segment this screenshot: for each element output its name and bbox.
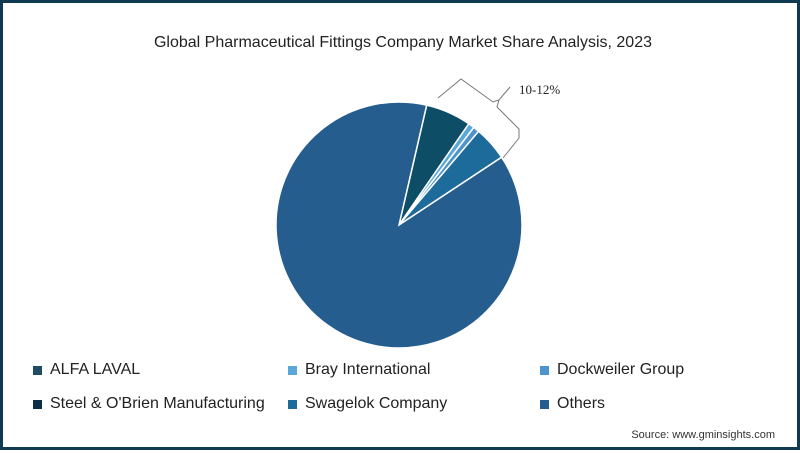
- legend-label: Dockweiler Group: [557, 361, 685, 378]
- legend-label: Steel & O'Brien Manufacturing: [50, 395, 265, 412]
- legend-swatch: [33, 399, 42, 409]
- legend-item-bray: Bray International: [288, 361, 430, 379]
- legend-item-alfa-laval: ALFA LAVAL: [33, 361, 140, 379]
- source-note: Source: www.gminsights.com: [631, 429, 775, 441]
- legend-item-others: Others: [540, 395, 605, 413]
- legend-swatch: [540, 365, 549, 375]
- pie-slices: [275, 101, 523, 349]
- legend-swatch: [33, 365, 42, 375]
- chart-title: Global Pharmaceutical Fittings Company M…: [153, 34, 652, 51]
- legend-swatch: [288, 365, 297, 375]
- pie-chart: [275, 78, 523, 349]
- legend-item-swagelok: Swagelok Company: [288, 395, 447, 413]
- legend-item-steel-obrien: Steel & O'Brien Manufacturing: [33, 395, 265, 413]
- legend-label: Bray International: [305, 361, 431, 378]
- callout-bracket: [437, 78, 520, 159]
- legend-item-dockweiler: Dockweiler Group: [540, 361, 684, 379]
- callout-label: 10-12%: [519, 82, 561, 97]
- legend-label: Swagelok Company: [305, 395, 448, 412]
- legend-label: Others: [557, 395, 606, 412]
- legend-swatch: [540, 399, 549, 409]
- legend-label: ALFA LAVAL: [50, 361, 141, 378]
- pie-slice-others: [275, 101, 523, 349]
- legend-swatch: [288, 399, 297, 409]
